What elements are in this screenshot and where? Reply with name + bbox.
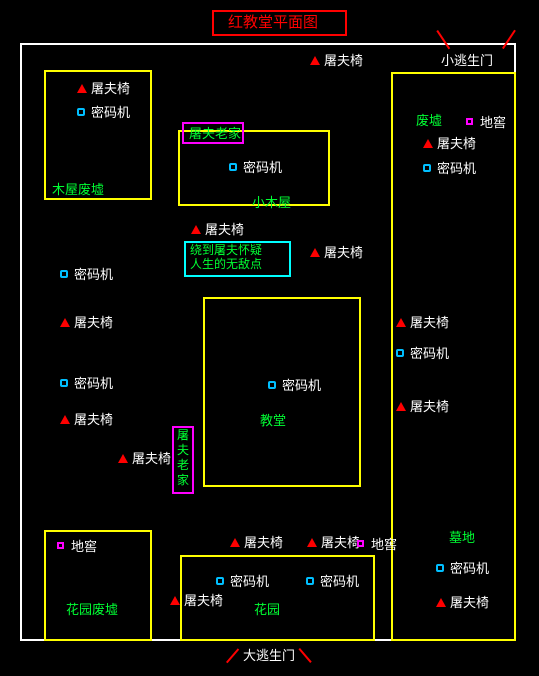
- cellar-icon: [57, 542, 64, 549]
- marker-label: 屠夫椅: [324, 245, 363, 261]
- marker-label: 密码机: [74, 376, 113, 392]
- marker-label: 屠夫椅: [450, 595, 489, 611]
- rocket-chair-icon: [60, 318, 70, 327]
- zone-label: 小木屋: [252, 195, 291, 211]
- marker-label: 屠夫椅: [244, 535, 283, 551]
- zone-label: 绕到屠夫怀疑 人生的无敌点: [190, 243, 262, 272]
- rocket-chair-icon: [436, 598, 446, 607]
- marker-label: 密码机: [91, 105, 130, 121]
- marker-label: 地窖: [371, 537, 397, 553]
- rocket-chair-icon: [77, 84, 87, 93]
- marker-label: 密码机: [230, 574, 269, 590]
- rocket-chair-icon: [118, 454, 128, 463]
- marker-label: 密码机: [74, 267, 113, 283]
- gate-large-label: 大逃生门: [243, 648, 295, 664]
- marker-label: 屠夫椅: [132, 451, 171, 467]
- cipher-icon: [60, 379, 68, 387]
- rocket-chair-icon: [170, 596, 180, 605]
- marker-label: 屠夫椅: [91, 81, 130, 97]
- marker-label: 屠夫椅: [74, 412, 113, 428]
- cipher-icon: [306, 577, 314, 585]
- zone-label: 花园: [254, 602, 280, 618]
- cipher-icon: [396, 349, 404, 357]
- cipher-icon: [77, 108, 85, 116]
- zone-hunter2: [172, 426, 194, 494]
- rocket-chair-icon: [310, 56, 320, 65]
- zone-label: 花园废墟: [66, 602, 118, 618]
- marker-label: 地窖: [480, 115, 506, 131]
- marker-label: 屠夫椅: [321, 535, 360, 551]
- rocket-chair-icon: [230, 538, 240, 547]
- cellar-icon: [357, 540, 364, 547]
- marker-label: 密码机: [320, 574, 359, 590]
- marker-label: 屠夫椅: [410, 315, 449, 331]
- cipher-icon: [436, 564, 444, 572]
- zone-label: 墓地: [449, 530, 475, 546]
- rocket-chair-icon: [307, 538, 317, 547]
- gate-line: [226, 648, 240, 663]
- rocket-chair-icon: [310, 248, 320, 257]
- rocket-chair-icon: [396, 402, 406, 411]
- rocket-chair-icon: [191, 225, 201, 234]
- cellar-icon: [466, 118, 473, 125]
- marker-label: 密码机: [282, 378, 321, 394]
- marker-label: 屠夫椅: [410, 399, 449, 415]
- zone-label: 教堂: [260, 413, 286, 429]
- cipher-icon: [229, 163, 237, 171]
- marker-label: 密码机: [450, 561, 489, 577]
- marker-label: 屠夫椅: [205, 222, 244, 238]
- cipher-icon: [60, 270, 68, 278]
- marker-label: 密码机: [243, 160, 282, 176]
- zone-label: 木屋废墟: [52, 182, 104, 198]
- marker-label: 屠夫椅: [74, 315, 113, 331]
- zone-label: 屠夫老家: [189, 126, 241, 142]
- marker-label: 密码机: [410, 346, 449, 362]
- marker-label: 屠夫椅: [324, 53, 363, 69]
- rocket-chair-icon: [423, 139, 433, 148]
- marker-label: 地窖: [71, 539, 97, 555]
- marker-label: 屠夫椅: [437, 136, 476, 152]
- marker-label: 屠夫椅: [184, 593, 223, 609]
- rocket-chair-icon: [396, 318, 406, 327]
- zone-label: 废墟: [416, 113, 442, 129]
- cipher-icon: [216, 577, 224, 585]
- rocket-chair-icon: [60, 415, 70, 424]
- marker-label: 密码机: [437, 161, 476, 177]
- cipher-icon: [268, 381, 276, 389]
- zone-title-box: [212, 10, 347, 36]
- cipher-icon: [423, 164, 431, 172]
- gate-line: [298, 648, 312, 663]
